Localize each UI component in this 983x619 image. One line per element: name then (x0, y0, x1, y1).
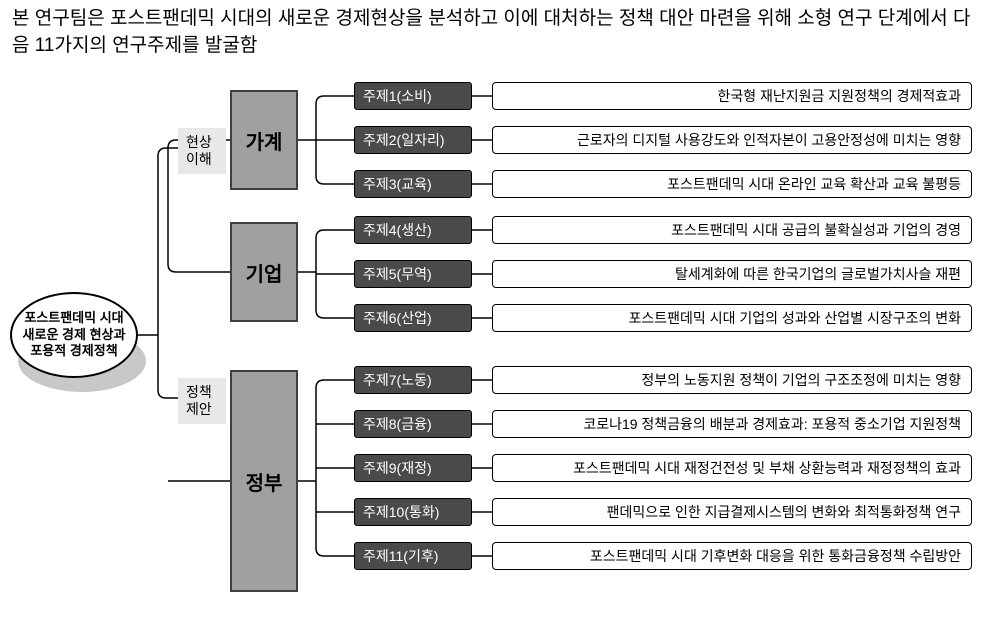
root-node: 포스트팬데믹 시대새로운 경제 현상과포용적 경제정책 (10, 292, 138, 378)
topic-desc-7: 코로나19 정책금융의 배분과 경제효과: 포용적 중소기업 지원정책 (492, 410, 972, 438)
group-label-1: 정책제안 (178, 378, 226, 424)
topic-desc-10: 포스트팬데믹 시대 기후변화 대응을 위한 통화금융정책 수립방안 (492, 542, 972, 570)
diagram-canvas: 포스트팬데믹 시대새로운 경제 현상과포용적 경제정책 현상이해정책제안 가계기업… (0, 70, 983, 619)
topic-tag-10: 주제11(기후) (354, 542, 472, 570)
topic-tag-3: 주제4(생산) (354, 216, 472, 244)
topic-desc-5: 포스트팬데믹 시대 기업의 성과와 산업별 시장구조의 변화 (492, 304, 972, 332)
topic-tag-0: 주제1(소비) (354, 82, 472, 110)
topic-desc-8: 포스트팬데믹 시대 재정건전성 및 부채 상환능력과 재정정책의 효과 (492, 454, 972, 482)
topic-tag-4: 주제5(무역) (354, 260, 472, 288)
topic-desc-0: 한국형 재난지원금 지원정책의 경제적효과 (492, 82, 972, 110)
sector-box-2: 정부 (230, 370, 298, 592)
topic-desc-9: 팬데믹으로 인한 지급결제시스템의 변화와 최적통화정책 연구 (492, 498, 972, 526)
topic-desc-3: 포스트팬데믹 시대 공급의 불확실성과 기업의 경영 (492, 216, 972, 244)
topic-tag-7: 주제8(금융) (354, 410, 472, 438)
header-text: 본 연구팀은 포스트팬데믹 시대의 새로운 경제현상을 분석하고 이에 대처하는… (12, 6, 971, 59)
topic-desc-1: 근로자의 디지털 사용강도와 인적자본이 고용안정성에 미치는 영향 (492, 126, 972, 154)
root-label: 포스트팬데믹 시대새로운 경제 현상과포용적 경제정책 (23, 310, 126, 361)
topic-desc-6: 정부의 노동지원 정책이 기업의 구조조정에 미치는 영향 (492, 366, 972, 394)
topic-tag-2: 주제3(교육) (354, 170, 472, 198)
topic-desc-2: 포스트팬데믹 시대 온라인 교육 확산과 교육 불평등 (492, 170, 972, 198)
topic-tag-6: 주제7(노동) (354, 366, 472, 394)
topic-tag-8: 주제9(재정) (354, 454, 472, 482)
topic-tag-1: 주제2(일자리) (354, 126, 472, 154)
topic-tag-5: 주제6(산업) (354, 304, 472, 332)
topic-tag-9: 주제10(통화) (354, 498, 472, 526)
topic-desc-4: 탈세계화에 따른 한국기업의 글로벌가치사슬 재편 (492, 260, 972, 288)
sector-box-1: 기업 (230, 222, 298, 322)
group-label-0: 현상이해 (178, 128, 226, 174)
sector-box-0: 가계 (230, 90, 298, 190)
